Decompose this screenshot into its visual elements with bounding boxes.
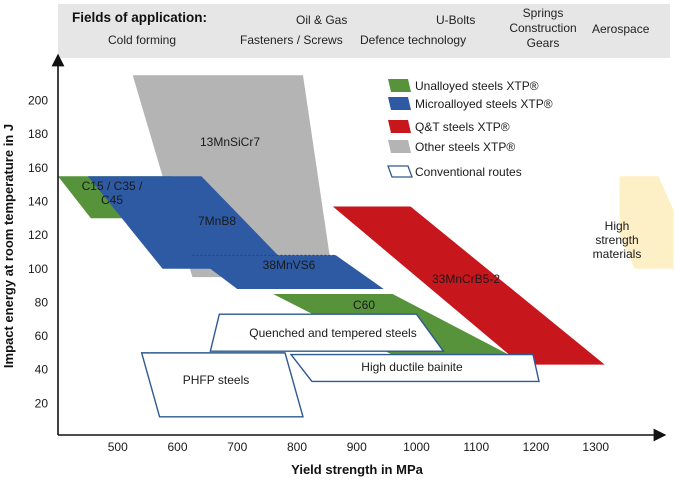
field-defence-technology: Defence technology [360,33,467,47]
field-u-bolts: U-Bolts [436,13,476,27]
field-gears: Gears [526,36,560,50]
field-aerospace: Aerospace [592,22,650,36]
x-tick-label: 900 [347,440,367,454]
x-tick-label: 1100 [463,440,489,454]
legend-swatch-unalloyed [388,79,411,92]
region-label-13mnsicr7: 13MnSiCr7 [200,135,260,149]
legend-label-conventional: Conventional routes [415,165,522,179]
y-tick-label: 40 [35,363,49,377]
legend-label-qt: Q&T steels XTP® [415,120,510,134]
field-fasteners-screws: Fasteners / Screws [240,33,343,47]
region-7mnb8 [87,176,292,269]
y-tick-label: 100 [28,262,48,276]
x-tick-label: 600 [167,440,187,454]
region-high-strength-materials [619,176,674,269]
y-tick-label: 200 [28,94,48,108]
region-38mnvs6 [192,255,384,289]
y-tick-label: 140 [28,194,48,208]
y-tick-label: 160 [28,161,48,175]
region-labels-layer: 13MnSiCr7 C15 / C35 /C45 7MnB8 38MnVS6 C60 33… [82,135,642,387]
legend-swatch-other [388,140,411,153]
legend-swatch-qt [388,120,411,133]
region-label-c15-c35-c45: C15 / C35 /C45 [82,179,143,207]
field-springs: Springs [522,6,564,20]
legend-swatch-conventional [387,165,413,178]
field-oil-gas: Oil & Gas [296,13,348,27]
legend-label-other: Other steels XTP® [415,140,515,154]
region-label-phfp-steels: PHFP steels [183,373,249,387]
axes-layer: 500 600 700 800 900 1000 1100 1200 1300 20 40 60 80 1… [1,53,667,477]
x-tick-label: 500 [108,440,128,454]
fields-title: Fields of application: [72,10,208,25]
region-label-33mncrb5-2: 33MnCrB5-2 [432,272,500,286]
legend-swatch-microalloyed [388,97,411,110]
x-tick-label: 1300 [582,440,609,454]
x-axis-title: Yield strength in MPa [291,462,423,477]
y-tick-label: 20 [35,396,49,410]
region-high-ductile-bainite [289,353,540,383]
field-construction: Construction [509,21,577,35]
region-33mncrb5-2 [332,206,605,365]
region-label-38mnvs6: 38MnVS6 [263,258,316,272]
x-tick-label: 800 [287,440,307,454]
region-label-quenched-and-tempered-steels: Quenched and tempered steels [249,326,416,340]
region-label-c60: C60 [353,298,375,312]
region-quenched-and-tempered-steels [209,313,445,352]
y-tick-label: 60 [35,329,49,343]
x-tick-label: 1200 [523,440,550,454]
regions-layer [58,75,674,418]
fields-of-application-bar: Fields of application: Cold forming Oil … [58,4,670,58]
x-tick-label: 700 [227,440,247,454]
x-tick-label: 1000 [403,440,430,454]
y-tick-label: 120 [28,228,48,242]
field-cold-forming: Cold forming [108,33,177,47]
y-axis-title: Impact energy at room temperature in J [1,124,16,368]
region-label-high-strength-materials: High strength materials [593,219,642,261]
legend-layer: Unalloyed steels XTP® Microalloyed steels… [387,79,553,179]
region-phfp-steels [140,352,304,418]
legend-label-microalloyed: Microalloyed steels XTP® [415,97,553,111]
y-tick-label: 180 [28,127,48,141]
region-label-7mnb8: 7MnB8 [198,214,236,228]
y-tick-label: 80 [35,295,49,309]
legend-label-unalloyed: Unalloyed steels XTP® [415,79,539,93]
region-label-high-ductile-bainite: High ductile bainite [361,360,463,374]
